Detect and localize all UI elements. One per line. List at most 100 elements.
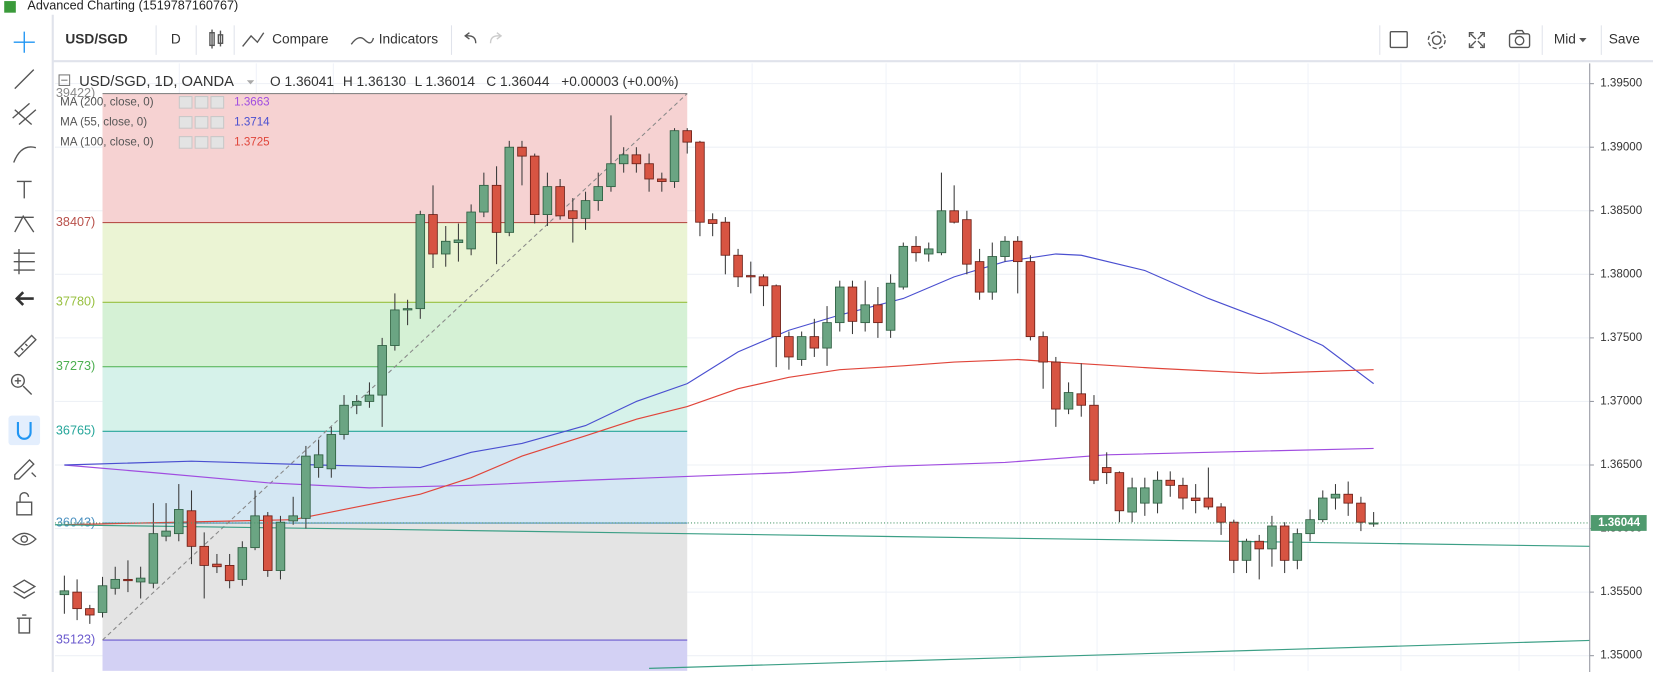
ma-legend-button[interactable]: [194, 136, 209, 149]
chart-style-button[interactable]: [209, 29, 224, 49]
candle-body: [784, 336, 794, 358]
symbol-button[interactable]: USD/SGD: [65, 32, 128, 47]
last-price-tag: [1590, 515, 1647, 531]
y-tick-label: 1.35000: [1600, 649, 1642, 662]
candle-body: [1076, 393, 1087, 406]
candle-body: [682, 130, 692, 143]
candle-body: [174, 509, 184, 535]
candle-body: [1101, 467, 1112, 474]
candle-body: [1241, 540, 1252, 561]
candle-body: [224, 564, 235, 582]
candle-body: [1343, 493, 1353, 504]
collapse-button[interactable]: [58, 74, 71, 86]
candle-body: [237, 547, 248, 580]
candle-body: [949, 210, 959, 223]
interval-button[interactable]: D: [171, 32, 181, 47]
fib-label: 38407): [56, 215, 95, 229]
ma-legend-name: MA (200, close, 0): [60, 95, 154, 108]
drawing-tools[interactable]: [8, 31, 41, 634]
candle-body: [1127, 487, 1137, 513]
candle-body: [898, 245, 909, 288]
ma-legend-name: MA (55, close, 0): [60, 115, 147, 128]
ma-legend-button[interactable]: [178, 136, 193, 149]
dropdown-caret[interactable]: [1579, 37, 1587, 43]
candle-body: [364, 394, 375, 402]
chart-legend: USD/SGD, 1D, OANDA O 1.36041 H 1.36130 L…: [58, 74, 679, 90]
candle-body: [250, 515, 260, 549]
fib-label: 36765): [56, 424, 95, 438]
y-tick-label: 1.36500: [1600, 458, 1642, 471]
compare-button[interactable]: Compare: [272, 32, 329, 47]
ma-legend-button[interactable]: [194, 96, 209, 109]
indicators-button[interactable]: Indicators: [379, 32, 439, 47]
candle-body: [1000, 240, 1010, 257]
redo-button[interactable]: [489, 32, 503, 44]
settings-button[interactable]: [1427, 30, 1446, 50]
candle-body: [758, 276, 769, 287]
candle-body: [1089, 404, 1099, 481]
candle-body: [1190, 497, 1201, 502]
fib-label: 39422): [56, 86, 95, 100]
price-type-button[interactable]: Mid: [1554, 32, 1576, 47]
ma-legend-button[interactable]: [210, 116, 225, 129]
candle-body: [1203, 497, 1214, 508]
ma-legend-button[interactable]: [210, 96, 225, 109]
trend-line: [54, 524, 1590, 547]
candle-body: [542, 186, 553, 216]
candle-body: [1063, 392, 1074, 410]
candle-body: [835, 286, 845, 324]
candle-body: [377, 345, 387, 396]
ma-legend-button[interactable]: [194, 116, 209, 129]
candle-body: [631, 154, 642, 165]
ma-legend: MA (200, close, 0) 1.3663 MA (55, close, 0…: [60, 95, 270, 149]
ohlc-close: C 1.36044: [486, 74, 550, 89]
candle-body: [1114, 472, 1125, 512]
compare-icon[interactable]: [242, 32, 265, 47]
candle-body: [288, 515, 298, 522]
save-button[interactable]: Save: [1609, 32, 1641, 47]
fib-zone: [102, 366, 688, 432]
candle-body: [771, 285, 781, 338]
candle-body: [974, 261, 985, 293]
candle-body: [1152, 479, 1163, 504]
candle-body: [263, 515, 273, 571]
candle-body: [1368, 522, 1379, 525]
fib-label: 36043): [56, 515, 95, 529]
ma-legend-value: 1.3714: [234, 115, 270, 128]
y-tick-label: 1.39500: [1600, 77, 1642, 90]
ma-legend-button[interactable]: [210, 136, 225, 149]
y-tick-label: 1.37500: [1600, 331, 1642, 344]
candle-body: [453, 239, 464, 243]
candle-body: [720, 221, 731, 256]
candle-body: [873, 304, 883, 324]
candle-body: [796, 336, 807, 360]
chart-title: USD/SGD, 1D, OANDA: [79, 74, 234, 90]
indicators-icon[interactable]: [350, 37, 375, 45]
title-caret[interactable]: [246, 80, 255, 85]
ohlc-low: L 1.36014: [415, 74, 476, 89]
candle-body: [1318, 497, 1328, 521]
undo-button[interactable]: [464, 32, 477, 44]
candle-body: [1229, 521, 1239, 561]
y-tick-label: 1.38000: [1600, 267, 1642, 280]
candle-body: [1292, 533, 1303, 561]
candle-body: [1012, 240, 1023, 263]
candle-body: [911, 245, 921, 254]
price-axis: 1.39500 1.39000 1.38500 1.38000 1.37500 1.370…: [1589, 77, 1647, 662]
candle-body: [186, 510, 197, 547]
ma-legend-button[interactable]: [178, 96, 193, 109]
candle-body: [326, 434, 337, 470]
layout-button[interactable]: [1389, 30, 1408, 49]
candle-body: [148, 533, 159, 584]
candle-body: [555, 186, 565, 217]
ma-legend-button[interactable]: [178, 116, 193, 129]
ma-legend-value: 1.3725: [234, 135, 269, 148]
candle-body: [1216, 506, 1226, 523]
candle-body: [504, 146, 515, 233]
snapshot-button[interactable]: [1508, 29, 1531, 49]
candle-body: [212, 563, 222, 568]
candle-body: [657, 178, 667, 182]
candle-body: [1140, 487, 1150, 504]
candle-body: [1178, 484, 1188, 499]
fullscreen-button[interactable]: [1468, 32, 1485, 49]
